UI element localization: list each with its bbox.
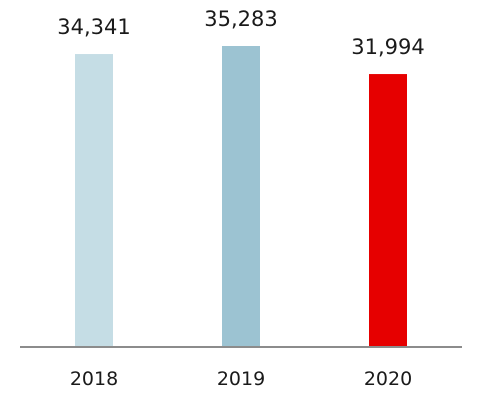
bars-group xyxy=(75,46,407,347)
value-label-2018: 34,341 xyxy=(57,15,130,39)
x-tick-label-2019: 2019 xyxy=(217,368,265,390)
value-label-2020: 31,994 xyxy=(351,35,424,59)
x-tick-labels-group: 2018 2019 2020 xyxy=(70,368,412,390)
value-labels-group: 34,341 35,283 31,994 xyxy=(57,7,424,59)
bar-2019 xyxy=(222,46,260,347)
bar-2018 xyxy=(75,54,113,347)
value-label-2019: 35,283 xyxy=(204,7,277,31)
bar-2020 xyxy=(369,74,407,347)
x-tick-label-2020: 2020 xyxy=(364,368,412,390)
x-tick-label-2018: 2018 xyxy=(70,368,118,390)
